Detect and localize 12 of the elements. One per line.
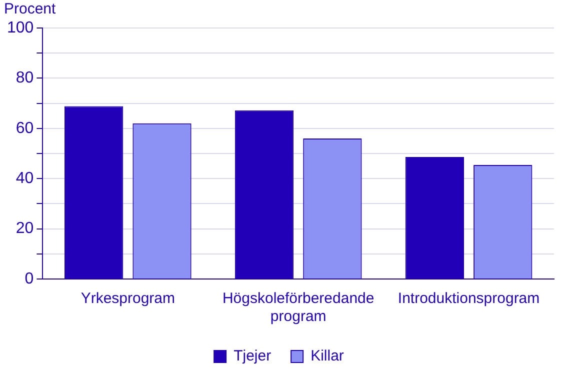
- legend-label: Tjejer: [234, 348, 272, 365]
- x-tick-label: Högskoleförberedande program: [222, 290, 374, 326]
- y-tick-label: 60: [16, 120, 34, 137]
- x-tick-label: Introduktionsprogram: [398, 290, 540, 308]
- x-tick-label: Yrkesprogram: [80, 290, 176, 308]
- legend-label: Killar: [310, 348, 344, 365]
- y-tick-label: 80: [16, 70, 34, 87]
- y-tick-label: 40: [16, 170, 34, 188]
- y-tick-label: 100: [6, 19, 34, 36]
- y-axis-title: Procent: [4, 0, 57, 18]
- y-tick-label: 20: [16, 220, 34, 238]
- y-tick-label: 0: [24, 270, 34, 288]
